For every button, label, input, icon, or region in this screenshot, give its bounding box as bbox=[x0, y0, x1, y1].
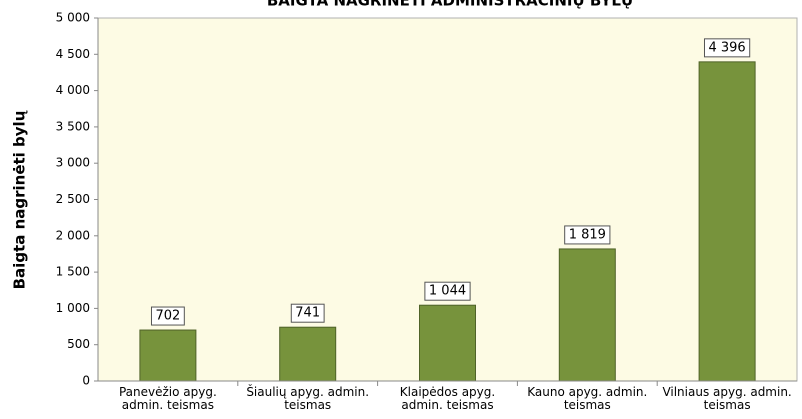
y-tick-label: 5 000 bbox=[56, 11, 90, 25]
value-label: 702 bbox=[155, 309, 180, 324]
x-tick-label: Kauno apyg. admin. teismas bbox=[527, 385, 648, 412]
y-axis-title: Baigta nagrinėti bylų bbox=[11, 110, 29, 289]
y-tick-label: 500 bbox=[67, 337, 90, 351]
y-tick-label: 2 500 bbox=[56, 192, 90, 206]
value-label-box bbox=[703, 38, 751, 58]
x-tick-label: Klaipėdos apyg. admin. teismas bbox=[399, 385, 496, 412]
y-tick-label: 1 000 bbox=[56, 301, 90, 315]
y-tick-label: 3 500 bbox=[56, 119, 90, 133]
value-label: 741 bbox=[295, 306, 320, 321]
bar bbox=[558, 248, 616, 382]
bar bbox=[139, 329, 197, 382]
chart-title: BAIGTA NAGRINĖTI ADMINISTRACINIŲ BYLŲ bbox=[267, 0, 633, 10]
y-tick-label: 4 000 bbox=[56, 83, 90, 97]
value-label: 1 819 bbox=[569, 227, 606, 242]
y-tick-label: 1 500 bbox=[56, 265, 90, 279]
x-tick-label: Šiaulių apyg. admin. teismas bbox=[246, 385, 370, 412]
y-tick-label: 3 000 bbox=[56, 156, 90, 170]
bar bbox=[279, 326, 337, 382]
value-label-box bbox=[424, 281, 471, 301]
x-tick-label: Vilniaus apyg. admin. teismas bbox=[662, 385, 792, 412]
y-tick-label: 0 bbox=[82, 374, 90, 388]
bar bbox=[419, 304, 476, 382]
bar bbox=[698, 61, 756, 382]
value-label: 1 044 bbox=[429, 284, 466, 299]
y-tick-label: 2 000 bbox=[56, 228, 90, 242]
x-tick-label: Panevėžio apyg. admin. teismas bbox=[118, 385, 217, 412]
y-tick-label: 4 500 bbox=[56, 47, 90, 61]
value-label: 4 396 bbox=[708, 40, 745, 55]
value-label-box bbox=[564, 225, 611, 245]
value-label-box bbox=[150, 306, 185, 326]
value-label-box bbox=[290, 303, 325, 323]
